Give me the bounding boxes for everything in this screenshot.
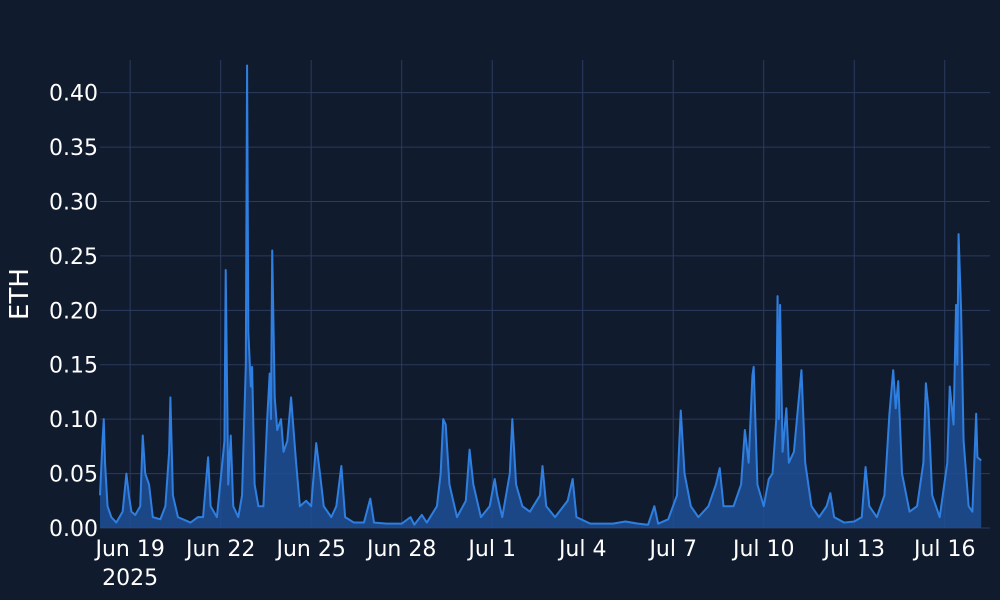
y-tick-label: 0.00 xyxy=(49,517,98,542)
x-tick-label: Jul 16 xyxy=(912,537,976,562)
y-tick-label: 0.30 xyxy=(49,190,98,215)
x-tick-label: Jul 10 xyxy=(731,537,795,562)
x-axis-year-label: 2025 xyxy=(102,566,158,591)
y-tick-label: 0.35 xyxy=(49,136,98,161)
y-tick-label: 0.10 xyxy=(49,408,98,433)
series-line xyxy=(99,64,982,526)
y-gridlines xyxy=(100,92,990,529)
y-tick-label: 0.40 xyxy=(49,82,98,107)
x-tick-label: Jul 13 xyxy=(821,537,885,562)
y-tick-label: 0.20 xyxy=(49,299,98,324)
y-tick-label: 0.25 xyxy=(49,245,98,270)
y-axis-title: ETH xyxy=(5,268,35,320)
x-tick-label: Jul 7 xyxy=(647,537,697,562)
x-tick-label: Jun 19 xyxy=(93,537,164,562)
x-tick-label: Jul 4 xyxy=(557,537,607,562)
x-tick-label: Jun 22 xyxy=(184,537,255,562)
x-tick-label: Jun 25 xyxy=(274,537,345,562)
x-gridlines xyxy=(129,60,946,528)
y-tick-label: 0.15 xyxy=(49,354,98,379)
x-tick-label: Jul 1 xyxy=(466,537,516,562)
y-axis-ticks: 0.00 0.05 0.10 0.15 0.20 0.25 0.30 0.35 0.40 xyxy=(49,82,98,542)
series-area-fill xyxy=(100,65,982,528)
x-tick-label: Jun 28 xyxy=(365,537,436,562)
y-tick-label: 0.05 xyxy=(49,463,98,488)
x-axis-ticks: Jun 19 Jun 22 Jun 25 Jun 28 Jul 1 Jul 4 Jul 7 J… xyxy=(93,537,975,562)
